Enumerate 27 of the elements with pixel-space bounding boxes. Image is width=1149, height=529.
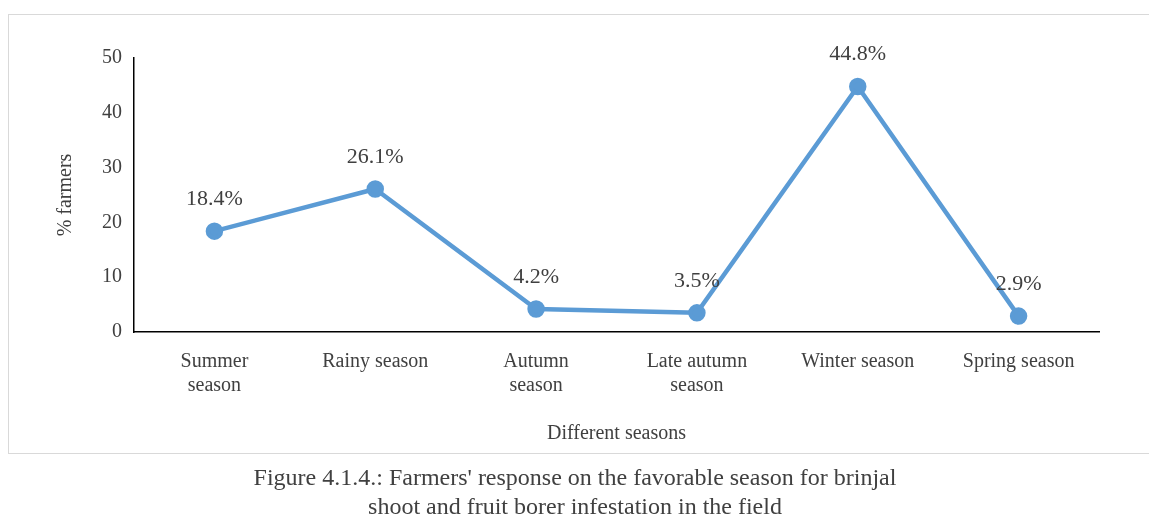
y-tick-label: 30 [102, 154, 122, 177]
y-axis-title: % farmers [53, 153, 76, 237]
data-label: 4.2% [513, 262, 559, 288]
x-tick-label: Winter season [801, 349, 915, 372]
data-label: 2.9% [995, 269, 1042, 295]
point [366, 180, 384, 198]
x-tick-label: Rainy season [322, 349, 429, 373]
caption: Figure 4.1.4.: Farmers' response on the favorable season for brinjal shoot and fruit borer infestation in the field [252, 463, 898, 521]
y-tick-label: 20 [102, 209, 122, 232]
y-tick-label: 10 [102, 264, 122, 287]
data-label: 18.4% [186, 184, 243, 210]
point [688, 304, 706, 322]
point [527, 300, 545, 318]
x-tick-label: Spring season [962, 349, 1075, 373]
point [205, 222, 224, 240]
y-tick-label: 50 [102, 45, 122, 68]
x-tick-label: Late autumn season [646, 349, 748, 396]
data-label: 26.1% [346, 142, 404, 168]
x-tick-label: Autumn season [503, 349, 569, 396]
x-tick-label: Summer season [180, 349, 249, 396]
point [1009, 307, 1028, 325]
data-label: 3.5% [674, 266, 720, 292]
x-axis-title: Different seasons [546, 421, 687, 444]
point [849, 77, 867, 96]
data-label: 44.8% [829, 40, 887, 66]
y-tick-label: 0 [112, 319, 122, 342]
y-tick-label: 40 [102, 100, 122, 123]
